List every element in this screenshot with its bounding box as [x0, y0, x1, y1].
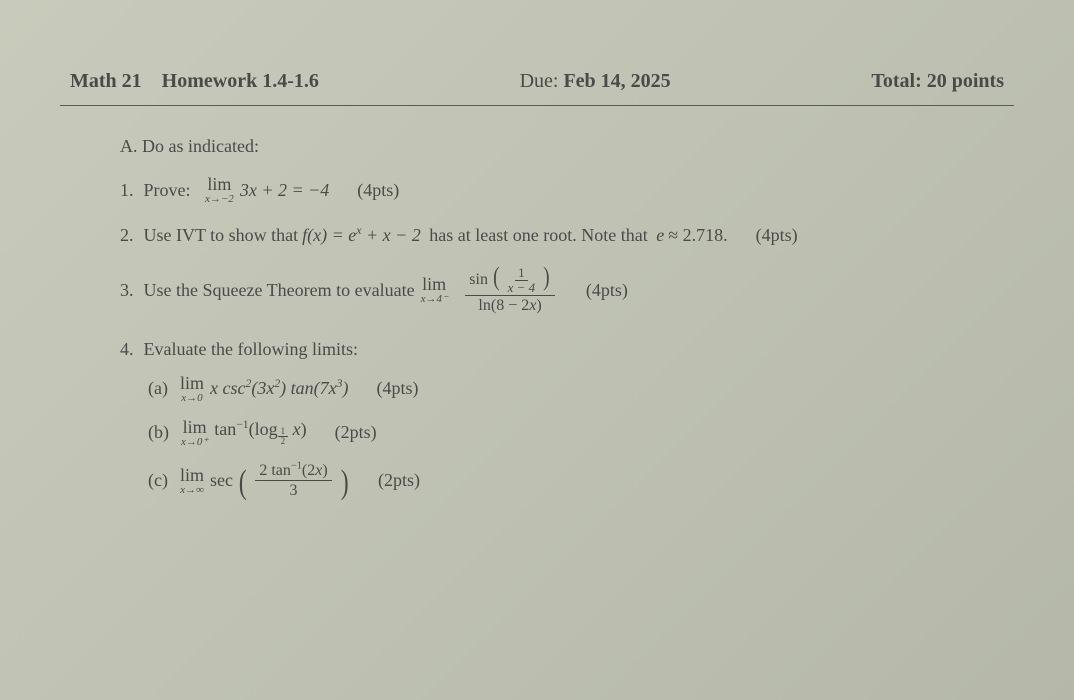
points: (4pts) — [376, 378, 418, 399]
lim-sub: x→4⁻ — [421, 294, 448, 305]
lim-sub: x→−2 — [205, 194, 234, 205]
points: (4pts) — [756, 225, 798, 246]
sub-label: (b) — [148, 422, 169, 443]
fraction: sin ( 1 x − 4 ) ln(8 − 2x) — [465, 266, 555, 315]
problem-text: Use the Squeeze Theorem to evaluate — [144, 280, 415, 301]
lim-label: lim — [422, 275, 446, 293]
sub-label: (a) — [148, 378, 168, 399]
problem-verb: Prove: — [144, 180, 191, 201]
problem-2: 2. Use IVT to show that f(x) = ex + x − … — [120, 225, 994, 246]
course-code: Math 21 — [70, 70, 142, 92]
due-date: Feb 14, 2025 — [563, 70, 670, 92]
text-part-1: Use IVT to show that — [144, 225, 299, 246]
content-area: A. Do as indicated: 1. Prove: lim x→−2 3… — [60, 136, 1014, 500]
fraction-denominator: 3 — [286, 481, 302, 500]
problem-number: 2. — [120, 225, 134, 246]
lim-label: lim — [207, 175, 231, 193]
e-var: e — [656, 225, 664, 246]
section-heading: A. Do as indicated: — [120, 136, 994, 157]
header-left: Math 21 Homework 1.4-1.6 — [70, 70, 319, 93]
expression: tan−1(log12 x) — [214, 419, 306, 447]
limit-expression: lim x→0 — [180, 374, 204, 404]
inner-den: x − 4 — [505, 281, 539, 295]
lim-sub: x→∞ — [180, 485, 204, 496]
fraction-denominator: ln(8 − 2x) — [474, 296, 545, 315]
outer-den: ln(8 − 2x) — [478, 297, 541, 314]
limit-expression: lim x→0⁺ — [181, 418, 208, 448]
problem-text: Evaluate the following limits: — [144, 339, 358, 360]
lim-sub: x→0⁺ — [181, 437, 208, 448]
header-center: Due: Feb 14, 2025 — [520, 70, 671, 93]
lim-sub: x→0 — [181, 393, 202, 404]
section-label: A. — [120, 136, 138, 156]
problem-3: 3. Use the Squeeze Theorem to evaluate l… — [120, 266, 994, 315]
text-part-2: has at least one root. Note that — [425, 225, 652, 246]
lim-label: lim — [180, 374, 204, 392]
expression: 3x + 2 = −4 — [240, 180, 329, 201]
points: (2pts) — [335, 422, 377, 443]
lim-label: lim — [180, 466, 204, 484]
sub-problems: (a) lim x→0 x csc2(3x2) tan(7x3) (4pts) … — [120, 374, 994, 500]
limit-expression: lim x→−2 — [205, 175, 234, 205]
section-instruction: Do as indicated: — [142, 136, 259, 156]
problem-number: 3. — [120, 280, 134, 301]
fraction-numerator: sin ( 1 x − 4 ) — [465, 266, 555, 296]
header-right: Total: 20 points — [871, 70, 1004, 93]
homework-title: Homework 1.4-1.6 — [162, 70, 319, 92]
fraction-numerator: 2 tan−1(2x) — [255, 462, 331, 482]
total-value: 20 points — [927, 70, 1004, 92]
total-label: Total: — [871, 70, 921, 92]
sin-fn: sin — [469, 271, 488, 288]
problem-4a: (a) lim x→0 x csc2(3x2) tan(7x3) (4pts) — [148, 374, 994, 404]
expression: x csc2(3x2) tan(7x3) — [210, 378, 348, 399]
document-header: Math 21 Homework 1.4-1.6 Due: Feb 14, 20… — [60, 70, 1014, 106]
points: (4pts) — [357, 180, 399, 201]
lim-label: lim — [183, 418, 207, 436]
sub-label: (c) — [148, 470, 168, 491]
points: (2pts) — [378, 470, 420, 491]
problem-4b: (b) lim x→0⁺ tan−1(log12 x) (2pts) — [148, 418, 994, 448]
approx-value: ≈ 2.718. — [668, 225, 727, 246]
inner-num: 1 — [515, 266, 528, 281]
limit-expression: lim x→∞ — [180, 466, 204, 496]
sec-fn: sec — [210, 470, 233, 491]
problem-1: 1. Prove: lim x→−2 3x + 2 = −4 (4pts) — [120, 175, 994, 205]
problem-4: 4. Evaluate the following limits: — [120, 339, 994, 360]
points: (4pts) — [586, 280, 628, 301]
due-label: Due: — [520, 70, 559, 92]
problem-number: 1. — [120, 180, 134, 201]
fx-expression: f(x) = ex + x − 2 — [302, 225, 421, 246]
limit-expression: lim x→4⁻ — [421, 275, 448, 305]
fraction: 2 tan−1(2x) 3 — [255, 462, 331, 500]
inner-fraction: 1 x − 4 — [505, 266, 539, 294]
problem-4c: (c) lim x→∞ sec ( 2 tan−1(2x) 3 ) (2pts) — [148, 462, 994, 500]
problem-number: 4. — [120, 339, 134, 360]
